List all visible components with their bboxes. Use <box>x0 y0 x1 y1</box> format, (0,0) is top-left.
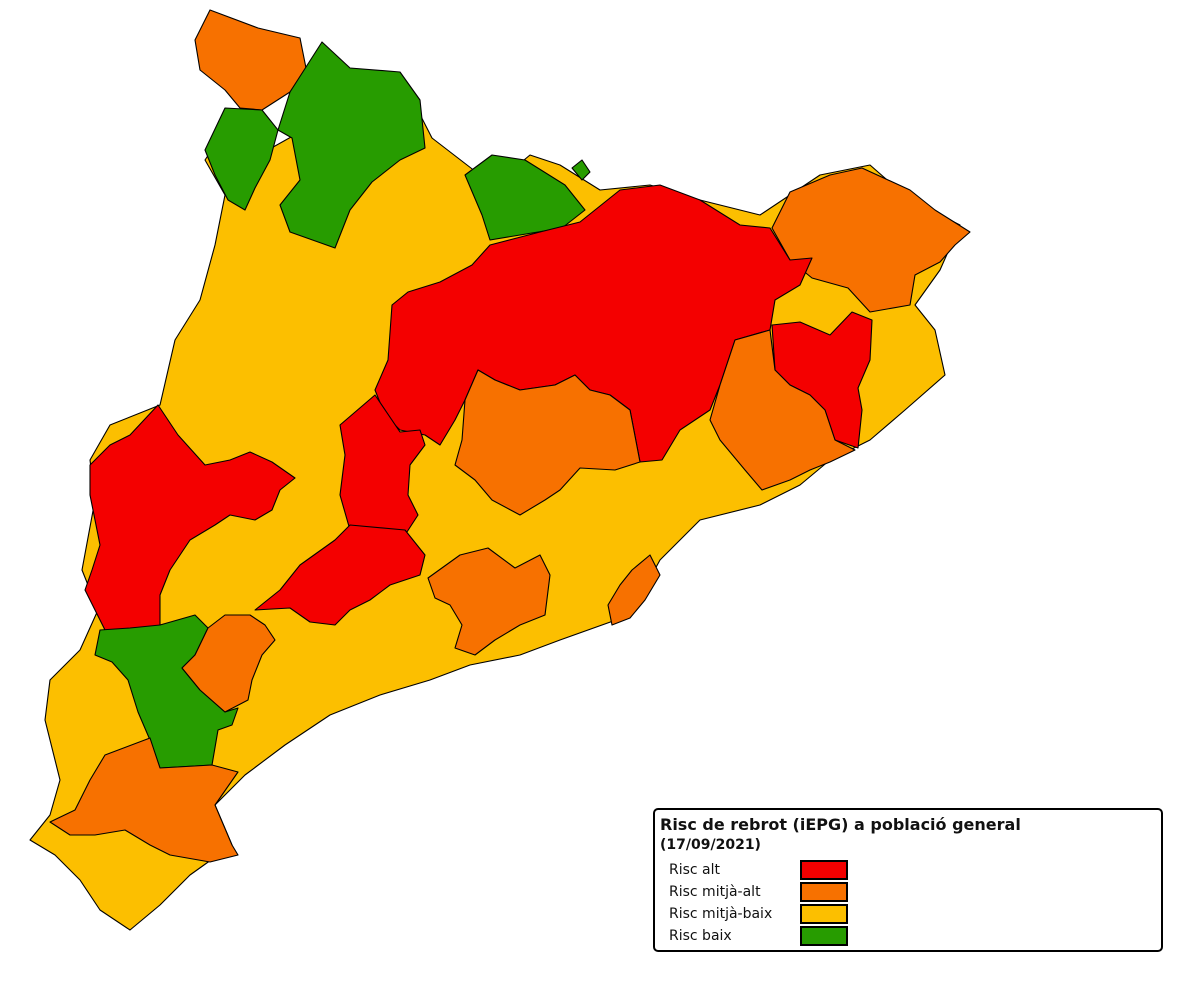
region-alt-emporda <box>771 167 971 313</box>
region-baix-ebre-mid-high <box>49 737 239 863</box>
legend-swatch-mid-low <box>800 904 848 924</box>
legend-swatch-mid-high <box>800 882 848 902</box>
region-cerdanya <box>464 154 586 241</box>
region-priorat-mid-high <box>181 614 276 713</box>
region-llivia <box>571 159 591 181</box>
legend-title: Risc de rebrot (iEPG) a població general <box>660 815 1021 834</box>
map-legend: Risc de rebrot (iEPG) a població general… <box>653 808 1163 952</box>
region-selva-mid-high <box>709 329 856 491</box>
region-penedes-mid-high <box>427 547 551 656</box>
region-maresme-mid-high <box>607 554 661 626</box>
region-alta-ribagorca <box>204 107 279 211</box>
region-ribera-ebre <box>94 614 239 769</box>
legend-label: Risc baix <box>669 928 732 944</box>
region-conca-high <box>254 524 426 626</box>
legend-label: Risc mitjà-alt <box>669 884 761 900</box>
legend-swatch-high <box>800 860 848 880</box>
legend-swatch-low <box>800 926 848 946</box>
region-bages-mid-high <box>454 369 641 516</box>
region-anoia-high <box>339 394 426 546</box>
region-segria-high <box>84 404 296 631</box>
region-pallars-sobira <box>277 41 426 249</box>
legend-item-mid-high: Risc mitjà-alt <box>669 882 969 904</box>
legend-label: Risc alt <box>669 862 721 878</box>
legend-label: Risc mitjà-baix <box>669 906 773 922</box>
legend-item-low: Risc baix <box>669 926 969 948</box>
legend-item-high: Risc alt <box>669 860 969 882</box>
legend-date: (17/09/2021) <box>660 837 761 853</box>
legend-item-mid-low: Risc mitjà-baix <box>669 904 969 926</box>
